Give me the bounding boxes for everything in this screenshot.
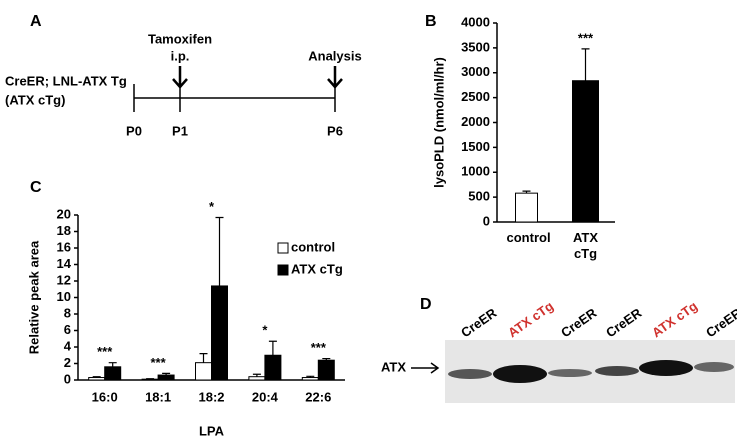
significance: * [262,323,268,338]
marker-label: ATX [381,359,406,374]
significance: *** [97,344,113,359]
error-bar [522,190,531,194]
band [493,365,547,383]
y-tick-label: 3500 [461,39,490,54]
error-bar [92,376,101,378]
lane-label: ATX cTg [649,298,700,340]
arrow [411,362,440,374]
day-label: P6 [327,123,343,138]
y-axis-label: Relative peak area [26,240,41,354]
significance: *** [151,355,167,370]
western-blot: ATX CreER ATX cTg CreER CreER ATX cTg Cr… [381,298,737,403]
event-label: Analysis [308,48,361,63]
subject-abbrev: (ATX cTg) [5,92,65,107]
error-bar [108,362,117,367]
band [694,362,734,372]
x-tick-label: 16:0 [92,389,118,404]
legend-label: control [291,239,335,254]
lane-label: CreER [603,305,645,340]
bar [88,377,106,381]
panel-label: C [30,179,42,196]
panel-label: D [420,296,432,313]
y-tick-label: 8 [64,305,71,320]
bar [195,362,212,381]
event-sublabel: i.p. [171,48,190,63]
lane-label: CreER [703,305,737,340]
arrow [172,66,343,89]
bar [248,376,266,381]
significance: * [209,199,215,214]
y-tick-label: 4 [64,338,72,353]
y-tick-label: 0 [64,371,71,386]
y-tick-label: 6 [64,322,71,337]
band [548,369,592,377]
bar [301,377,319,381]
error-bar [252,373,261,377]
x-axis-label: LPA [199,423,225,437]
panel-label: A [30,13,42,30]
y-tick-label: 14 [57,256,72,271]
bar [572,80,599,223]
x-tick-label: 20:4 [252,389,279,404]
y-tick-label: 500 [468,189,490,204]
error-bar [215,216,224,286]
error-bar [306,375,315,378]
bar [264,354,282,381]
legend-label: ATX cTg [291,261,343,276]
x-tick-label: 22:6 [305,389,331,404]
error-bar [322,357,331,361]
panel-label: B [425,13,437,30]
significance: *** [578,30,594,45]
band [448,369,492,379]
y-tick-label: 12 [57,272,71,287]
subject: CreER; LNL-ATX Tg [5,73,127,88]
day-label: P1 [172,123,188,138]
band [639,360,693,376]
error-bar [581,48,590,81]
lane-label: ATX cTg [505,298,556,340]
significance: *** [311,340,327,355]
y-tick-label: 2500 [461,89,490,104]
error-bar [162,372,171,376]
timeline: CreER; LNL-ATX Tg (ATX cTg) P0 P1 P6 Tam… [5,31,362,138]
y-tick-label: 1000 [461,164,490,179]
y-tick-label: 16 [57,239,71,254]
error-bar [199,353,208,363]
legend-swatch [277,264,289,276]
y-tick-label: 20 [57,206,71,221]
x-tick-label-box: control [506,230,551,245]
error-bar [268,340,277,356]
band [595,366,639,376]
x-tick-label: 18:2 [198,389,224,404]
y-axis-label: lysoPLD (nmol/ml/hr) [431,57,446,188]
y-tick-label: 18 [57,223,71,238]
y-tick-label: 2000 [461,114,490,129]
bar [317,359,335,381]
y-tick-label: 4000 [461,14,490,29]
x-tick-label: ATX cTg [572,230,599,261]
x-tick-label: control [506,230,551,245]
lane-label: CreER [558,305,600,340]
bar [157,374,175,381]
y-tick-label: 0 [483,213,490,228]
x-tick-label-box: ATX cTg [572,230,599,261]
bar [211,285,228,381]
bar [104,366,122,381]
lane-label: CreER [458,305,500,340]
x-tick-label: 18:1 [145,389,171,404]
y-tick-label: 2 [64,355,71,370]
legend-swatch [277,242,289,254]
event-label: Tamoxifen [148,31,212,46]
y-tick-label: 1500 [461,139,490,154]
day-label: P0 [126,123,142,138]
bar [515,192,538,223]
y-tick-label: 3000 [461,64,490,79]
y-tick-label: 10 [57,289,71,304]
